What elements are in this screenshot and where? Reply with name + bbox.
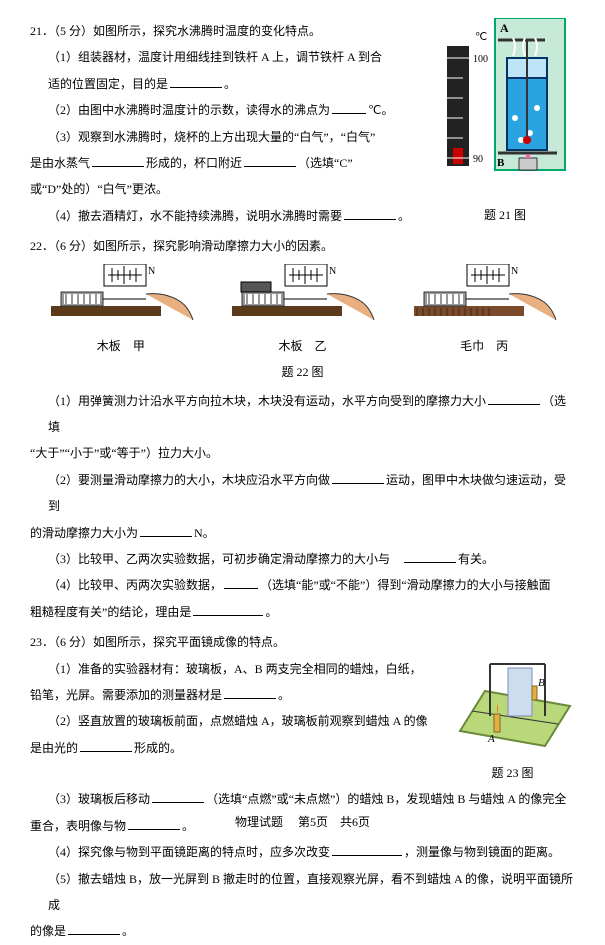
blank[interactable] [68, 923, 120, 935]
q23-4a: （4）探究像与物到平面镜距离的特点时，应多次改变 [48, 845, 330, 859]
scale-90: 90 [473, 154, 483, 165]
q22-4c: 粗糙程度有关”的结论，理由是 [30, 605, 191, 619]
q23-5b: 的像是 [30, 924, 66, 938]
q23-5a: （5）撤去蜡烛 B，放一光屏到 B 撤走时的位置，直接观察光屏，看不到蜡烛 A … [48, 866, 575, 919]
q21-3b: 是由水蒸气 [30, 156, 90, 170]
q23-4b: ，测量像与物到镜面的距离。 [404, 845, 560, 859]
q22-4b: （选填“能”或“不能”）得到“滑动摩擦力的大小与接触面 [260, 578, 551, 592]
q22-2d: N。 [194, 526, 215, 540]
blank[interactable] [224, 687, 276, 699]
q22-head: 22．（6 分）如图所示，探究影响滑动摩擦力大小的因素。 [30, 233, 575, 259]
blank[interactable] [404, 551, 456, 563]
q21-2a: （2）由图中水沸腾时温度计的示数，读得水的沸点为 [48, 103, 330, 117]
q21-figure: A B ℃ 100 90 题 21 图 [435, 18, 575, 229]
q22-3a: （3）比较甲、乙两次实验数据，可初步确定滑动摩擦力的大小与 [48, 552, 390, 566]
q23-2c: 形成的。 [134, 741, 182, 755]
blank[interactable] [244, 155, 296, 167]
footer-c: 共6页 [340, 815, 370, 829]
footer-b: 第5页 [298, 815, 328, 829]
svg-text:N: N [148, 266, 155, 277]
q22-1c: “大于”“小于”或“等于”）拉力大小。 [30, 440, 575, 466]
blank[interactable] [332, 844, 402, 856]
q21-fig-caption: 题 21 图 [435, 202, 575, 228]
q22-figure-row: N 木板 甲 N 木板 乙 [30, 264, 575, 360]
page-footer: 物理试题 第5页 共6页 [0, 809, 605, 835]
q22-lab-c2: 丙 [496, 339, 508, 353]
q23-3a: （3）玻璃板后移动 [48, 792, 150, 806]
blank[interactable] [170, 76, 222, 88]
blank[interactable] [332, 472, 384, 484]
scale-100: 100 [473, 54, 488, 65]
q23-2b: 是由光的 [30, 741, 78, 755]
q23-3b: （选填“点燃”或“未点燃”）的蜡烛 B，发现蜡烛 B 与蜡烛 A 的像完全 [206, 792, 566, 806]
svg-text:N: N [329, 266, 336, 277]
q21-4a: （4）撤去酒精灯，水不能持续沸腾，说明水沸腾时需要 [48, 209, 342, 223]
q21-3d: （选填“C” [298, 156, 353, 170]
q22-fig-a: N 木板 甲 [46, 264, 196, 360]
svg-text:A: A [500, 21, 509, 35]
q22-fig-caption: 题 22 图 [30, 359, 575, 385]
q21-3c: 形成的，杯口附近 [146, 156, 242, 170]
q23-5c: 。 [122, 924, 134, 938]
q22-1a: （1）用弹簧测力计沿水平方向拉木块，木块没有运动，水平方向受到的摩擦力大小 [48, 394, 486, 408]
q23-head: 23．（6 分）如图所示，探究平面镜成像的特点。 [30, 629, 575, 655]
q23-1c: 。 [278, 688, 290, 702]
q22-4d: 。 [265, 605, 277, 619]
q22-4a: （4）比较甲、丙两次实验数据， [48, 578, 222, 592]
q22-lab-c: 毛巾 [460, 339, 484, 353]
blank[interactable] [92, 155, 144, 167]
q21-1b: 适的位置固定，目的是 [48, 77, 168, 91]
friction-setup-c-svg: N [409, 264, 559, 324]
q21-1c: 。 [224, 77, 236, 91]
q23-fig-caption: 题 23 图 [450, 760, 575, 786]
svg-text:N: N [511, 266, 518, 277]
label-B: B [538, 677, 545, 689]
q22: 22．（6 分）如图所示，探究影响滑动摩擦力大小的因素。 N 木板 甲 [30, 233, 575, 625]
q22-3b: 有关。 [458, 552, 494, 566]
blank[interactable] [140, 525, 192, 537]
label-A: A [487, 733, 495, 745]
q22-lab-b: 木板 [278, 339, 302, 353]
blank[interactable] [332, 102, 366, 114]
boiling-apparatus-svg: A B ℃ 100 90 [435, 18, 575, 193]
blank[interactable] [344, 208, 396, 220]
blank[interactable] [80, 740, 132, 752]
q22-fig-b: N 木板 乙 [227, 264, 377, 360]
friction-setup-b-svg: N [227, 264, 377, 324]
q22-2c: 的滑动摩擦力大小为 [30, 526, 138, 540]
svg-text:B: B [497, 157, 505, 169]
friction-setup-a-svg: N [46, 264, 196, 324]
q22-lab-a: 木板 [97, 339, 121, 353]
blank[interactable] [224, 577, 258, 589]
q21-2b: ℃。 [368, 103, 393, 117]
q21-4b: 。 [398, 209, 410, 223]
q23: 23．（6 分）如图所示，探究平面镜成像的特点。 A B 题 23 图 （1）准… [30, 629, 575, 945]
blank[interactable] [152, 791, 204, 803]
q22-2a: （2）要测量滑动摩擦力的大小，木块应沿水平方向做 [48, 473, 330, 487]
q23-1b: 铅笔，光屏。需要添加的测量器材是 [30, 688, 222, 702]
q23-figure: A B 题 23 图 [450, 656, 575, 787]
footer-a: 物理试题 [235, 815, 283, 829]
q21: A B ℃ 100 90 题 21 图 21．（5 分）如图所示，探究水沸腾时温… [30, 18, 575, 229]
svg-text:℃: ℃ [475, 31, 487, 43]
blank[interactable] [488, 393, 540, 405]
q22-lab-a2: 甲 [133, 339, 145, 353]
q22-lab-b2: 乙 [314, 339, 326, 353]
blank[interactable] [193, 604, 263, 616]
q22-fig-c: N 毛巾 丙 [409, 264, 559, 360]
mirror-setup-svg: A B [450, 656, 575, 751]
